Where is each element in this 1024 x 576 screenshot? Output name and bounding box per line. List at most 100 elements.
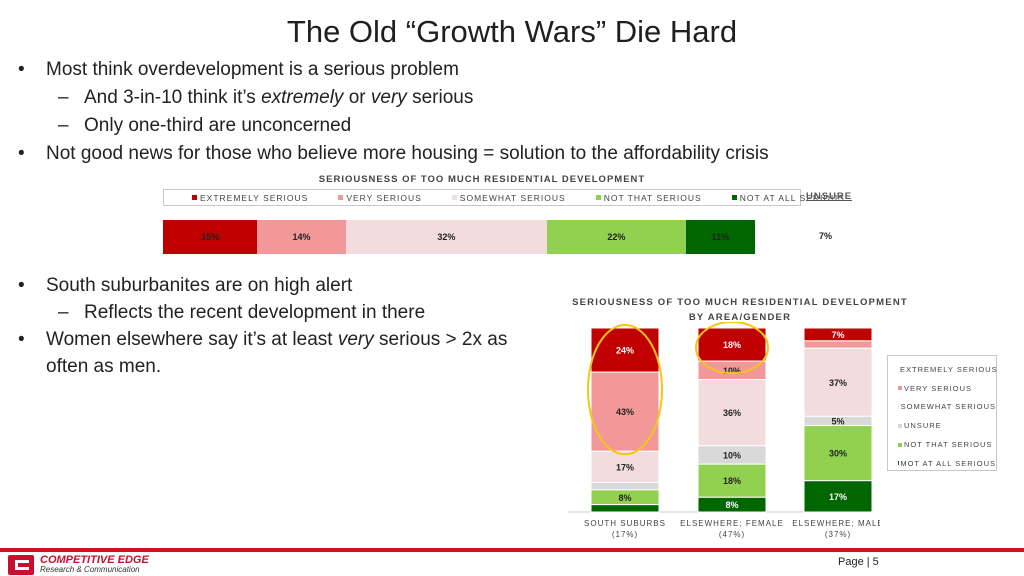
slide-title: The Old “Growth Wars” Die Hard [286, 14, 738, 49]
legend-label: NOT AT ALL SERIOUS [739, 192, 845, 203]
legend-item-mot-at-all-serious: MOT AT ALL SERIOUS [898, 454, 996, 473]
legend-swatch [595, 195, 601, 200]
sub-bullet-item: – And 3-in-10 think it’s extremely or ve… [18, 84, 838, 112]
bar-segment-not-that-serious [803, 425, 873, 482]
data-label: 17% [616, 462, 634, 472]
data-label: 4% [618, 511, 631, 521]
sub-bullet-text: Only one-third are unconcerned [84, 115, 352, 136]
text-run: serious [406, 87, 474, 108]
bullet-marker: • [18, 59, 25, 80]
category-label: ELSEWHERE; FEMALE [680, 519, 784, 528]
data-label: 24% [616, 346, 634, 356]
text-run: or [343, 87, 371, 108]
lower-chart-title: SERIOUSNESS OF TOO MUCH RESIDENTIAL DEVE… [560, 295, 920, 325]
data-label: 37% [829, 378, 847, 388]
bullet-marker: • [18, 143, 25, 164]
legend-item-very-serious: VERY SERIOUS [898, 379, 996, 398]
area-gender-stacked-chart: 24%43%17%4%8%4%SOUTH SUBURBS(17%)18%10%3… [568, 322, 880, 539]
unsure-value: 7% [819, 231, 833, 241]
emphasis-text: very [337, 329, 374, 350]
sub-bullet-item: – Only one-third are unconcerned [18, 112, 838, 140]
bar-segment-not-that-serious: 22% [547, 220, 686, 254]
data-label: 7% [831, 330, 844, 340]
dash-marker: – [58, 87, 69, 108]
text-run: Women elsewhere say it’s at least [46, 329, 338, 350]
dash-marker: – [58, 115, 69, 136]
bar-segment-very-serious: 14% [257, 220, 346, 254]
logo-name: COMPETITIVE EDGE [40, 554, 149, 566]
bar-segment-somewhat-serious [697, 379, 767, 447]
overall-stacked-bar: 15% 14% 32% 22% 11% [163, 220, 755, 254]
company-logo: COMPETITIVE EDGE Research & Communicatio… [8, 555, 149, 575]
dash-marker: – [58, 302, 69, 323]
legend-label: SOMEWHAT SERIOUS [900, 402, 996, 412]
category-share-label: (17%) [612, 530, 638, 539]
bullet-text: Not good news for those who believe more… [46, 143, 769, 164]
lower-bullet-list: • South suburbanites are on high alert –… [18, 272, 538, 380]
legend-item-somewhat-serious: SOMEWHAT SERIOUS [898, 398, 996, 417]
text-run: serious > 2x as often as men. [46, 329, 508, 377]
data-label: 8% [618, 493, 631, 503]
legend-item-not-that-serious: NOT THAT SERIOUS [595, 192, 702, 203]
legend-label: UNSURE [904, 421, 942, 431]
category-share-label: (37%) [825, 530, 851, 539]
legend-swatch [731, 195, 737, 200]
legend-item-not-that-serious: NOT THAT SERIOUS [898, 435, 996, 454]
legend-item-unsure: UNSURE [898, 416, 996, 435]
data-label: 8% [725, 500, 738, 510]
bar-segment-not-at-all-serious [803, 480, 873, 513]
bullet-marker: • [18, 329, 25, 350]
legend-label: EXTREMELY SERIOUS [900, 364, 998, 374]
legend-item-not-at-all-serious: NOT AT ALL SERIOUS [731, 192, 845, 203]
legend-label: SOMEWHAT SERIOUS [459, 192, 566, 203]
legend-label: VERY SERIOUS [904, 383, 972, 393]
sub-bullet-text: And 3-in-10 think it’s extremely or very… [84, 84, 473, 112]
legend-label: MOT AT ALL SERIOUS [900, 458, 996, 468]
unsure-label: UNSURE [806, 191, 853, 202]
logo-wordmark: COMPETITIVE EDGE Research & Communicatio… [40, 555, 149, 575]
category-label: ELSEWHERE; MALE [792, 519, 880, 528]
legend-swatch [192, 195, 197, 200]
sub-bullet-text: Reflects the recent development in there [84, 302, 426, 323]
bar-segment-extremely-serious [697, 327, 767, 362]
top-bullet-list: • Most think overdevelopment is a seriou… [18, 56, 838, 168]
lower-chart-legend: EXTREMELY SERIOUS VERY SERIOUS SOMEWHAT SE… [887, 355, 997, 471]
legend-label: EXTREMELY SERIOUS [200, 192, 309, 203]
upper-chart-legend: EXTREMELY SERIOUS VERY SERIOUS SOMEWHAT SE… [163, 189, 844, 206]
data-label: 10% [723, 450, 741, 460]
legend-label: NOT THAT SERIOUS [904, 440, 993, 450]
emphasis-text: very [370, 87, 407, 108]
data-label: 17% [829, 492, 847, 502]
lower-chart-subtitle: BY AREA/GENDER [688, 312, 792, 323]
legend-item-very-serious: VERY SERIOUS [338, 193, 421, 203]
bar-segment-not-that-serious [697, 463, 767, 498]
bar-segment-not-at-all-serious [697, 496, 767, 513]
legend-item-extremely-serious: EXTREMELY SERIOUS [192, 193, 308, 203]
data-label: 10% [723, 366, 741, 376]
legend-item-somewhat-serious: SOMEWHAT SERIOUS [451, 192, 566, 203]
bullet-text: Women elsewhere say it’s at least very s… [46, 326, 538, 380]
logo-subtitle: Research & Communication [40, 565, 140, 574]
bar-segment-not-at-all-serious [590, 504, 660, 513]
bar-segment-somewhat-serious [803, 347, 873, 417]
legend-label: NOT THAT SERIOUS [603, 192, 702, 203]
legend-swatch [898, 423, 902, 428]
bar-segment-somewhat-serious: 32% [345, 220, 548, 254]
upper-chart-title: SERIOUSNESS OF TOO MUCH RESIDENTIAL DEVE… [318, 174, 646, 185]
sub-bullet-item: – Reflects the recent development in the… [18, 299, 538, 326]
bar-segment-not-at-all-serious: 11% [685, 220, 755, 254]
legend-item-extremely-serious: EXTREMELY SERIOUS [898, 360, 998, 379]
bullet-text: Most think overdevelopment is a serious … [46, 59, 459, 80]
legend-swatch [898, 442, 902, 447]
category-label: SOUTH SUBURBS [584, 519, 666, 528]
legend-swatch [898, 386, 902, 391]
data-label: 43% [616, 407, 634, 417]
bullet-item: • Most think overdevelopment is a seriou… [18, 56, 838, 84]
text-run: And 3-in-10 think it’s [84, 87, 262, 108]
data-label: 30% [829, 449, 847, 459]
category-share-label: (47%) [719, 530, 745, 539]
bullet-item: • Women elsewhere say it’s at least very… [18, 326, 538, 380]
bullet-item: • South suburbanites are on high alert [18, 272, 538, 299]
legend-swatch [338, 195, 344, 200]
bullet-item: • Not good news for those who believe mo… [18, 140, 838, 168]
